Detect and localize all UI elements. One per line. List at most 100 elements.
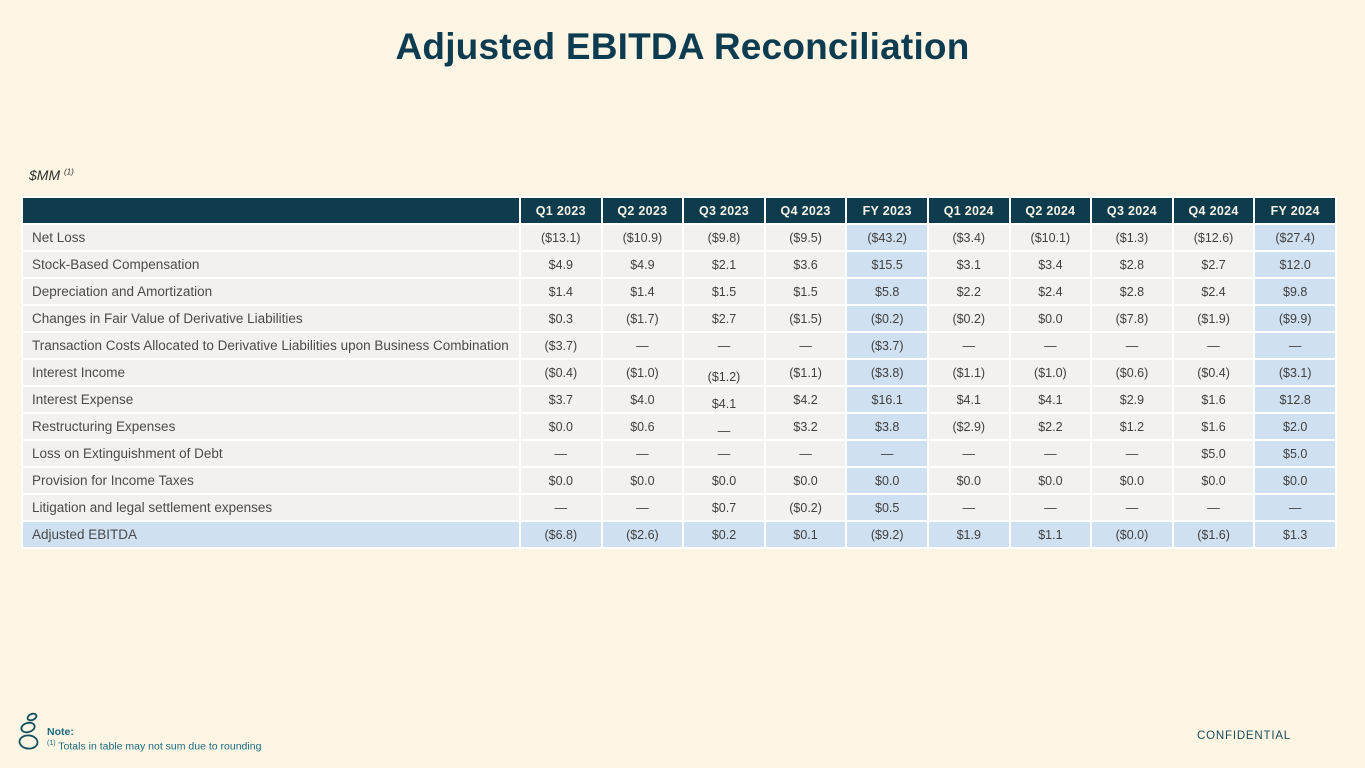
value-cell: $1.3 [1253, 520, 1337, 549]
ebitda-reconciliation-table-container: Q1 2023 Q2 2023 Q3 2023 Q4 2023 FY 2023 Q1 20… [21, 196, 1337, 549]
stacked-stones-cairn-logo-icon [18, 712, 39, 750]
units-footnote-marker: (1) [64, 167, 74, 177]
value-cell: ($0.2) [763, 493, 848, 522]
value-cell: ($7.8) [1090, 304, 1174, 333]
value-cell: ($0.0) [1090, 520, 1174, 549]
value-cell: $2.0 [1253, 412, 1337, 441]
value-cell: — [682, 331, 766, 360]
value-cell: ($1.0) [1008, 358, 1093, 387]
value-cell: $0.0 [1008, 304, 1093, 333]
value-cell: — [1090, 331, 1174, 360]
column-header: Q2 2023 [600, 196, 685, 225]
table-row: Depreciation and Amortization $1.4 $1.4 $1.… [21, 277, 1337, 306]
value-cell: $2.2 [1008, 412, 1093, 441]
value-cell: $4.1 [1008, 385, 1093, 414]
row-label: Restructuring Expenses [21, 412, 521, 441]
row-label: Litigation and legal settlement expenses [21, 493, 521, 522]
value-cell: $12.8 [1253, 385, 1337, 414]
value-cell: ($0.2) [926, 304, 1011, 333]
value-cell: $2.8 [1090, 277, 1174, 306]
row-label: Depreciation and Amortization [21, 277, 521, 306]
value-cell: $2.2 [926, 277, 1011, 306]
value-cell: $0.0 [1253, 466, 1337, 495]
column-header: Q4 2024 [1171, 196, 1256, 225]
value-cell: $0.5 [845, 493, 929, 522]
value-cell: $4.2 [763, 385, 848, 414]
value-cell: ($9.2) [845, 520, 929, 549]
value-cell: $2.7 [1171, 250, 1256, 279]
value-cell: $0.7 [682, 493, 766, 522]
table-row: Interest Expense $3.7 $4.0 $4.1 $4.2 $16.1 $4.… [21, 385, 1337, 414]
value-cell: $0.0 [600, 466, 685, 495]
value-cell: ($3.7) [845, 331, 929, 360]
value-cell: $3.6 [763, 250, 848, 279]
value-cell: $2.4 [1008, 277, 1093, 306]
value-cell: $2.8 [1090, 250, 1174, 279]
column-header: FY 2023 [845, 196, 929, 225]
row-label: Interest Expense [21, 385, 521, 414]
value-cell: ($43.2) [845, 223, 929, 252]
value-cell: $0.0 [1008, 466, 1093, 495]
value-cell: ($3.7) [519, 331, 603, 360]
value-cell: — [600, 331, 685, 360]
table-header-row: Q1 2023 Q2 2023 Q3 2023 Q4 2023 FY 2023 Q1 20… [21, 196, 1337, 225]
value-cell: $1.6 [1171, 412, 1256, 441]
value-cell: — [1090, 493, 1174, 522]
value-cell: ($2.9) [926, 412, 1011, 441]
page-title: Adjusted EBITDA Reconciliation [395, 26, 970, 67]
value-cell: ($6.8) [519, 520, 603, 549]
value-cell: $3.7 [519, 385, 603, 414]
value-cell: ($0.6) [1090, 358, 1174, 387]
value-cell: $5.0 [1253, 439, 1337, 468]
row-label: Adjusted EBITDA [21, 520, 521, 549]
value-cell: ($1.5) [763, 304, 848, 333]
value-cell: $0.0 [845, 466, 929, 495]
value-cell: $1.1 [1008, 520, 1093, 549]
value-cell: — [682, 412, 766, 441]
row-label: Transaction Costs Allocated to Derivativ… [21, 331, 521, 360]
value-cell: $0.0 [1090, 466, 1174, 495]
value-cell: $1.5 [682, 277, 766, 306]
value-cell: $2.4 [1171, 277, 1256, 306]
value-cell: — [519, 439, 603, 468]
value-cell: ($1.3) [1090, 223, 1174, 252]
value-cell: ($9.5) [763, 223, 848, 252]
value-cell: — [600, 493, 685, 522]
row-label: Changes in Fair Value of Derivative Liab… [21, 304, 521, 333]
table-row: Provision for Income Taxes $0.0 $0.0 $0.0 $0… [21, 466, 1337, 495]
value-cell: $2.9 [1090, 385, 1174, 414]
value-cell: ($1.7) [600, 304, 685, 333]
value-cell: $3.8 [845, 412, 929, 441]
value-cell: — [845, 439, 929, 468]
value-cell: $4.0 [600, 385, 685, 414]
note-label: Note: [47, 726, 74, 738]
value-cell: $1.4 [600, 277, 685, 306]
value-cell: $15.5 [845, 250, 929, 279]
value-cell: — [926, 439, 1011, 468]
value-cell: — [519, 493, 603, 522]
value-cell: ($1.0) [600, 358, 685, 387]
units-text: $MM [29, 167, 61, 183]
value-cell: ($1.6) [1171, 520, 1256, 549]
value-cell: — [763, 331, 848, 360]
value-cell: ($3.8) [845, 358, 929, 387]
row-label: Net Loss [21, 223, 521, 252]
value-cell: ($1.9) [1171, 304, 1256, 333]
value-cell: $5.0 [1171, 439, 1256, 468]
value-cell: $0.1 [763, 520, 848, 549]
value-cell: ($0.4) [519, 358, 603, 387]
value-cell: ($1.2) [682, 358, 766, 387]
value-cell: — [1008, 493, 1093, 522]
value-cell: $9.8 [1253, 277, 1337, 306]
value-cell: — [1090, 439, 1174, 468]
value-cell: ($3.1) [1253, 358, 1337, 387]
value-cell: $16.1 [845, 385, 929, 414]
value-cell: $1.5 [763, 277, 848, 306]
value-cell: $1.4 [519, 277, 603, 306]
value-cell: $3.1 [926, 250, 1011, 279]
note-text: (1) Totals in table may not sum due to r… [47, 740, 262, 753]
value-cell: $3.2 [763, 412, 848, 441]
table-row: Transaction Costs Allocated to Derivativ… [21, 331, 1337, 360]
table-row: Changes in Fair Value of Derivative Liab… [21, 304, 1337, 333]
value-cell: — [682, 439, 766, 468]
